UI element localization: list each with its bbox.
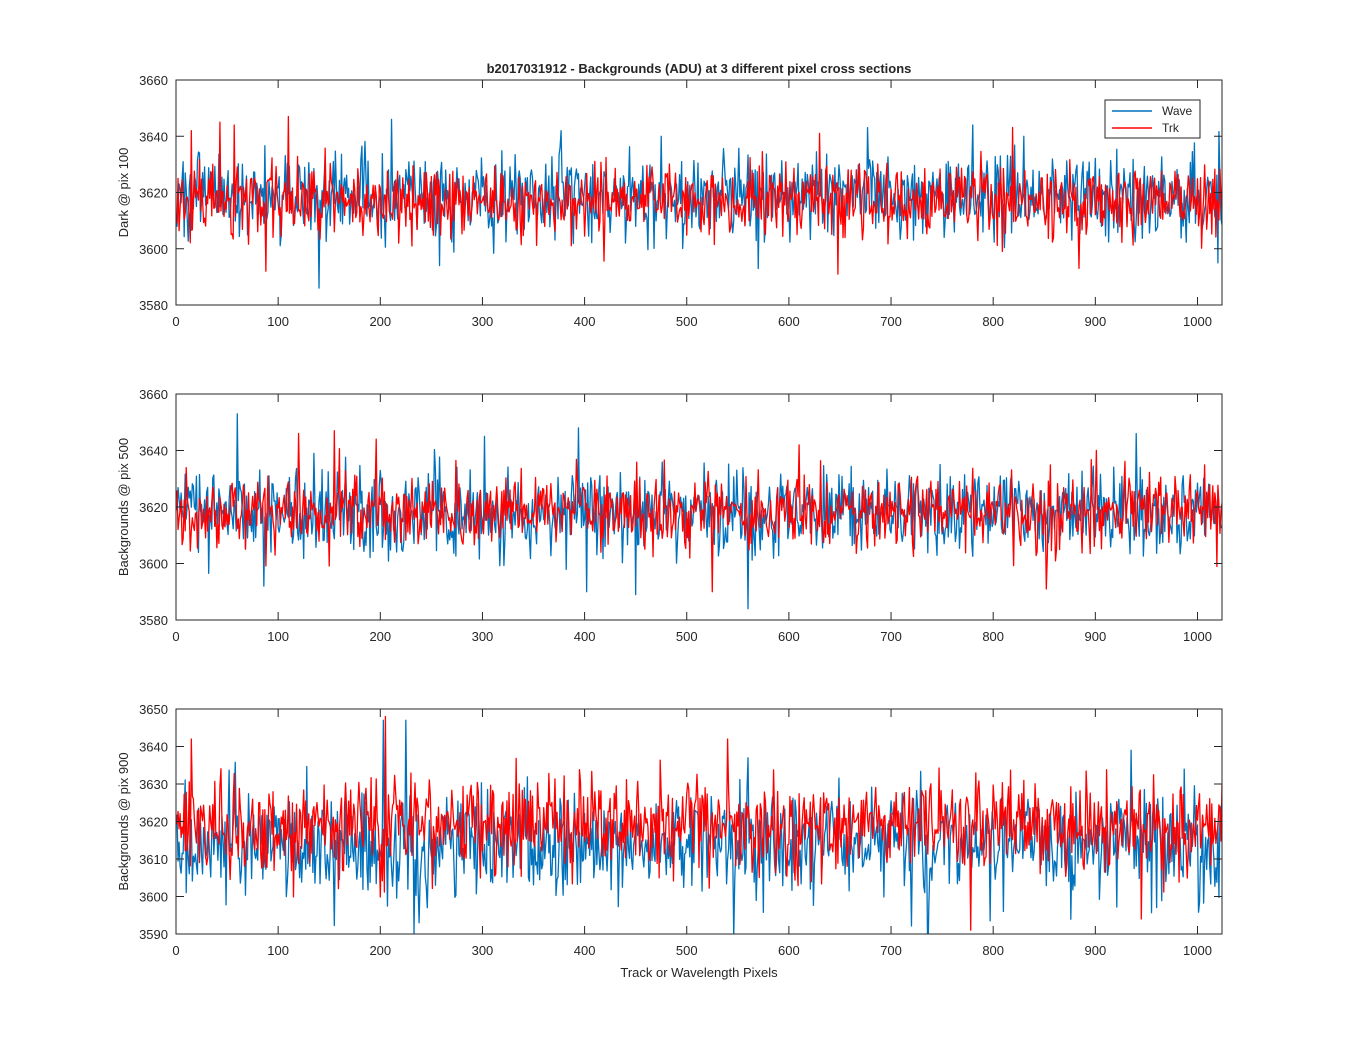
y-tick-label: 3640 [139,129,168,144]
legend-wave-label: Wave [1162,104,1193,118]
x-tick-label: 500 [676,314,698,329]
series-group [176,115,1222,289]
y-tick-label: 3640 [139,740,168,755]
x-tick-label: 800 [982,943,1004,958]
y-tick-label: 3610 [139,852,168,867]
legend-trk-label: Trk [1162,121,1180,135]
legend: Wave Trk [1104,99,1201,139]
x-tick-label: 800 [982,629,1004,644]
x-tick-label: 900 [1084,629,1106,644]
y-tick-label: 3630 [139,777,168,792]
x-tick-label: 400 [574,629,596,644]
x-tick-label: 300 [472,943,494,958]
x-tick-label: 800 [982,314,1004,329]
x-tick-label: 1000 [1183,629,1212,644]
x-tick-label: 500 [676,629,698,644]
x-tick-label: 0 [172,629,179,644]
y-tick-label: 3640 [139,444,168,459]
x-tick-label: 700 [880,629,902,644]
x-tick-label: 100 [267,629,289,644]
x-tick-label: 0 [172,943,179,958]
x-axis-label: Track or Wavelength Pixels [620,965,778,980]
x-tick-label: 0 [172,314,179,329]
x-tick-label: 300 [472,629,494,644]
y-tick-label: 3660 [139,387,168,402]
x-tick-label: 500 [676,943,698,958]
series-line-trk [176,115,1222,275]
legend-box [1104,99,1201,139]
series-group [176,715,1222,934]
y-tick-label: 3600 [139,557,168,572]
x-tick-label: 200 [369,943,391,958]
y-tick-label: 3590 [139,927,168,942]
y-axis-label: Backgrounds @ pix 500 [116,438,131,576]
x-tick-label: 900 [1084,943,1106,958]
x-tick-label: 600 [778,314,800,329]
y-tick-label: 3620 [139,186,168,201]
y-tick-label: 3660 [139,73,168,88]
y-tick-label: 3600 [139,242,168,257]
x-tick-label: 900 [1084,314,1106,329]
series-line-trk [176,430,1222,593]
panel-backgrounds-pix-900: 0 100 200 300 400 500 600 700 800 900 1000 3590 3600… [116,702,1223,958]
x-tick-label: 400 [574,943,596,958]
series-group [176,413,1222,610]
y-tick-label: 3580 [139,298,168,313]
x-tick-label: 100 [267,943,289,958]
y-tick-label: 3620 [139,815,168,830]
series-line-trk [176,715,1222,931]
x-tick-label: 100 [267,314,289,329]
x-tick-label: 700 [880,943,902,958]
panel-backgrounds-pix-500: 0 100 200 300 400 500 600 700 800 900 1000 3580 3600… [116,387,1223,644]
x-tick-label: 600 [778,629,800,644]
x-tick-label: 1000 [1183,943,1212,958]
y-tick-label: 3620 [139,500,168,515]
x-tick-label: 200 [369,314,391,329]
x-tick-label: 700 [880,314,902,329]
y-axis-label: Dark @ pix 100 [116,148,131,238]
x-tick-label: 400 [574,314,596,329]
y-tick-label: 3580 [139,613,168,628]
x-tick-label: 1000 [1183,314,1212,329]
x-tick-label: 300 [472,314,494,329]
panel-dark-pix-100: 0 100 200 300 400 500 600 700 800 900 1000 3580 3600… [116,73,1223,329]
x-tick-label: 600 [778,943,800,958]
figure-title: b2017031912 - Backgrounds (ADU) at 3 dif… [487,61,912,76]
x-tick-label: 200 [369,629,391,644]
y-tick-label: 3600 [139,890,168,905]
y-axis-label: Backgrounds @ pix 900 [116,752,131,890]
y-tick-label: 3650 [139,702,168,717]
